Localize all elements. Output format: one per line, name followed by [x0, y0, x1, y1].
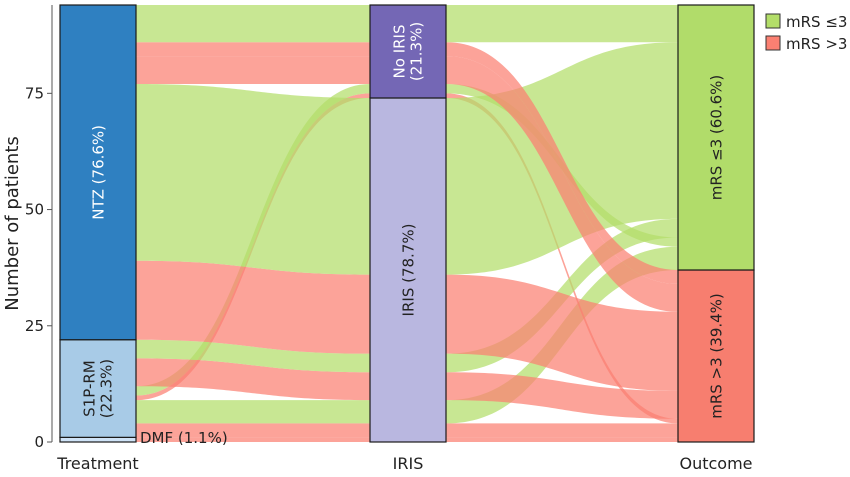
- flow-band: [446, 372, 678, 419]
- y-tick-label: 75: [25, 84, 44, 102]
- flow-band: [446, 93, 678, 424]
- node-label-s1p: S1P-RM(22.3%): [80, 359, 115, 418]
- node-label-dmf: DMF (1.1%): [140, 429, 228, 447]
- flow-band: [136, 437, 370, 442]
- flow-band: [136, 84, 370, 275]
- node-s1p: [59, 339, 137, 438]
- y-axis-label: Number of patients: [2, 136, 23, 311]
- flow-band: [446, 5, 678, 43]
- flow-band: [446, 437, 678, 442]
- svg-text:mRS ≤3 (60.6%): mRS ≤3 (60.6%): [707, 75, 725, 201]
- node-bad: [677, 269, 755, 443]
- svg-text:mRS >3 (39.4%): mRS >3 (39.4%): [707, 293, 725, 419]
- y-tick-label: 25: [25, 317, 44, 335]
- svg-text:IRIS (78.7%): IRIS (78.7%): [399, 224, 417, 317]
- node-label-iris: IRIS (78.7%): [399, 224, 417, 317]
- legend-label: mRS ≤3: [786, 13, 847, 31]
- legend-label: mRS >3: [786, 35, 847, 53]
- flow-band: [136, 260, 370, 354]
- flow-band: [136, 5, 370, 43]
- legend: mRS ≤3 mRS >3: [765, 13, 847, 53]
- node-good: [677, 4, 755, 271]
- node-layer: DMF (1.1%) S1P-RM(22.3%) NTZ (76.6%) IRIS (…: [56, 4, 755, 473]
- y-axis: 0 25 50 75 Number of patients: [2, 5, 53, 451]
- axis-name-iris: IRIS: [393, 454, 424, 472]
- svg-text:NTZ (76.6%): NTZ (76.6%): [89, 125, 107, 220]
- flow-band: [446, 56, 678, 312]
- node-noiris: [369, 4, 447, 99]
- y-tick-label: 50: [25, 201, 44, 219]
- svg-text:S1P-RM(22.3%): S1P-RM(22.3%): [80, 359, 115, 418]
- flow-band: [446, 423, 678, 438]
- y-tick-label: 0: [34, 433, 44, 451]
- node-dmf: [59, 436, 137, 443]
- flow-band: [136, 42, 370, 57]
- node-label-bad: mRS >3 (39.4%): [707, 293, 725, 419]
- flow-band: [446, 42, 678, 284]
- svg-text:No IRIS(21.3%): No IRIS(21.3%): [390, 22, 425, 81]
- flow-band: [446, 274, 678, 391]
- node-label-noiris: No IRIS(21.3%): [390, 22, 425, 81]
- flow-band: [136, 423, 370, 438]
- node-label-good: mRS ≤3 (60.6%): [707, 75, 725, 201]
- axis-name-outcome: Outcome: [679, 454, 752, 472]
- flow-band: [136, 358, 370, 401]
- node-ntz: [59, 4, 137, 341]
- flow-band: [136, 56, 370, 85]
- flow-band: [136, 400, 370, 424]
- flow-layer: [136, 5, 678, 442]
- axis-name-treatment: Treatment: [56, 454, 138, 472]
- legend-swatch: [765, 13, 781, 29]
- legend-swatch: [765, 35, 781, 51]
- flow-band: [136, 339, 370, 373]
- node-label-ntz: NTZ (76.6%): [89, 125, 107, 220]
